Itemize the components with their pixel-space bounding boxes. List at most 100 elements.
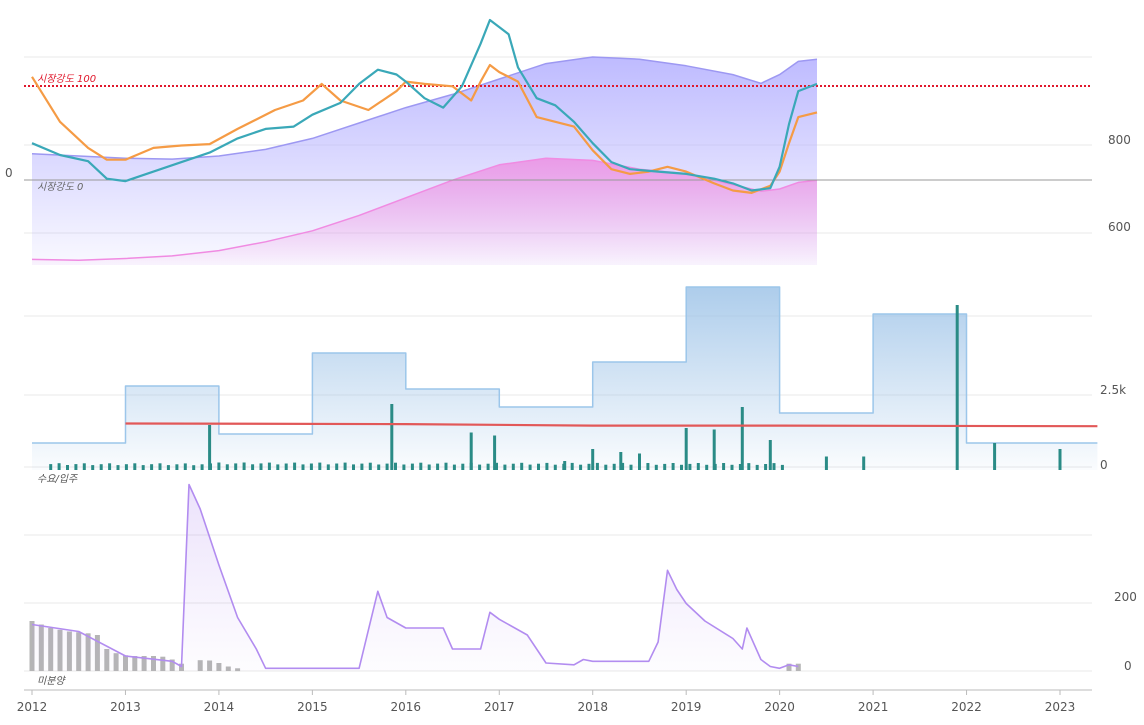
move-in-bar — [57, 463, 61, 470]
move-in-bar — [654, 464, 658, 470]
x-tick-label: 2023 — [1045, 700, 1076, 714]
move-in-bar — [511, 463, 515, 470]
x-tick-label: 2013 — [110, 700, 141, 714]
move-in-bar — [768, 440, 772, 470]
move-in-bar — [91, 465, 95, 470]
move-in-bar — [242, 462, 246, 470]
move-in-bar — [124, 464, 128, 470]
move-in-bar — [175, 464, 179, 470]
move-in-bar — [696, 463, 700, 470]
x-tick-label: 2014 — [204, 700, 235, 714]
move-in-bar — [284, 463, 288, 470]
move-in-bar — [390, 404, 394, 470]
move-in-bar — [444, 462, 448, 470]
right-tick-600: 600 — [1108, 220, 1131, 234]
move-in-bar — [862, 456, 866, 470]
move-in-bar — [553, 464, 557, 470]
move-in-bar — [158, 463, 162, 470]
x-axis-ticks: 2012 2013 2014 2015 2016 2017 2018 2019 2020 2021… — [17, 690, 1076, 714]
move-in-bars — [49, 305, 1062, 470]
supply-step-area — [32, 287, 1098, 470]
move-in-bar — [410, 463, 414, 470]
move-in-bar — [133, 463, 137, 470]
right-tick-0-mid: 0 — [1100, 458, 1108, 472]
move-in-bar — [730, 464, 734, 470]
right-tick-2-5k: 2.5k — [1100, 383, 1126, 397]
move-in-bar — [166, 465, 170, 470]
move-in-bar — [671, 463, 675, 470]
move-in-bar — [824, 456, 828, 470]
move-in-bar — [684, 428, 688, 470]
move-in-bar — [301, 464, 305, 470]
move-in-bar — [377, 464, 381, 470]
demand-line-series — [125, 422, 1098, 428]
move-in-bar — [192, 465, 196, 470]
move-in-bar — [251, 464, 255, 470]
x-tick-label: 2017 — [484, 700, 515, 714]
move-in-bar — [747, 463, 751, 470]
move-in-bar — [503, 464, 507, 470]
move-in-bar — [772, 463, 776, 470]
move-in-bar — [570, 462, 574, 470]
move-in-bar — [234, 463, 238, 470]
move-in-bar — [478, 464, 482, 470]
move-in-bar — [276, 464, 280, 470]
move-in-bar — [591, 449, 595, 470]
move-in-bar — [66, 465, 69, 470]
move-in-bar — [427, 464, 431, 470]
move-in-bar — [225, 464, 229, 470]
move-in-bar — [993, 443, 997, 470]
move-in-bar — [141, 465, 145, 470]
move-in-bar — [646, 463, 650, 470]
move-in-bar — [49, 464, 53, 470]
move-in-bar — [755, 464, 759, 470]
move-in-bar — [780, 464, 784, 470]
move-in-bar — [267, 462, 271, 470]
move-in-bar — [360, 463, 364, 470]
move-in-bar — [520, 462, 524, 470]
market-strength-panel: 시장강도 100 시장강도 0 0 800 600 — [5, 18, 1131, 265]
move-in-bar — [680, 464, 683, 470]
x-tick-label: 2016 — [391, 700, 422, 714]
move-in-bar — [528, 464, 532, 470]
supply-step-outline — [32, 286, 1098, 444]
move-in-bar — [452, 464, 456, 470]
right-tick-800: 800 — [1108, 133, 1131, 147]
move-in-bar — [738, 464, 742, 470]
move-in-bar — [493, 435, 497, 470]
pink-area-series — [32, 158, 817, 265]
move-in-bar — [469, 432, 473, 470]
move-in-bar — [486, 463, 490, 470]
move-in-bar — [663, 463, 667, 470]
right-tick-0-bot: 0 — [1124, 659, 1132, 673]
move-in-bar — [326, 464, 330, 470]
x-tick-label: 2021 — [858, 700, 889, 714]
ref-100-label: 시장강도 100 — [37, 73, 96, 85]
move-in-bar — [955, 305, 959, 470]
orange-line-series — [31, 63, 818, 194]
move-in-bar — [82, 463, 86, 470]
ref-0-label: 시장강도 0 — [37, 181, 83, 193]
unsold-area — [32, 484, 799, 671]
move-in-bar — [200, 464, 204, 470]
move-in-bar — [335, 463, 339, 470]
x-tick-label: 2018 — [577, 700, 608, 714]
supply-demand-panel: 수요/입주 2.5k 0 — [32, 286, 1126, 485]
move-in-bar — [619, 452, 623, 470]
move-in-bar — [385, 463, 389, 470]
move-in-bar — [612, 463, 616, 470]
move-in-bar — [495, 462, 498, 470]
move-in-bar — [595, 462, 599, 470]
move-in-bar — [1058, 449, 1062, 470]
unsold-panel: 미분양 200 0 — [29, 483, 1137, 687]
x-tick-label: 2015 — [297, 700, 328, 714]
move-in-bar — [368, 462, 372, 470]
move-in-bar — [150, 464, 154, 470]
move-in-bar — [74, 464, 78, 470]
right-tick-200: 200 — [1114, 590, 1137, 604]
x-tick-label: 2019 — [671, 700, 702, 714]
move-in-bar — [537, 463, 540, 470]
move-in-bar — [217, 462, 221, 470]
